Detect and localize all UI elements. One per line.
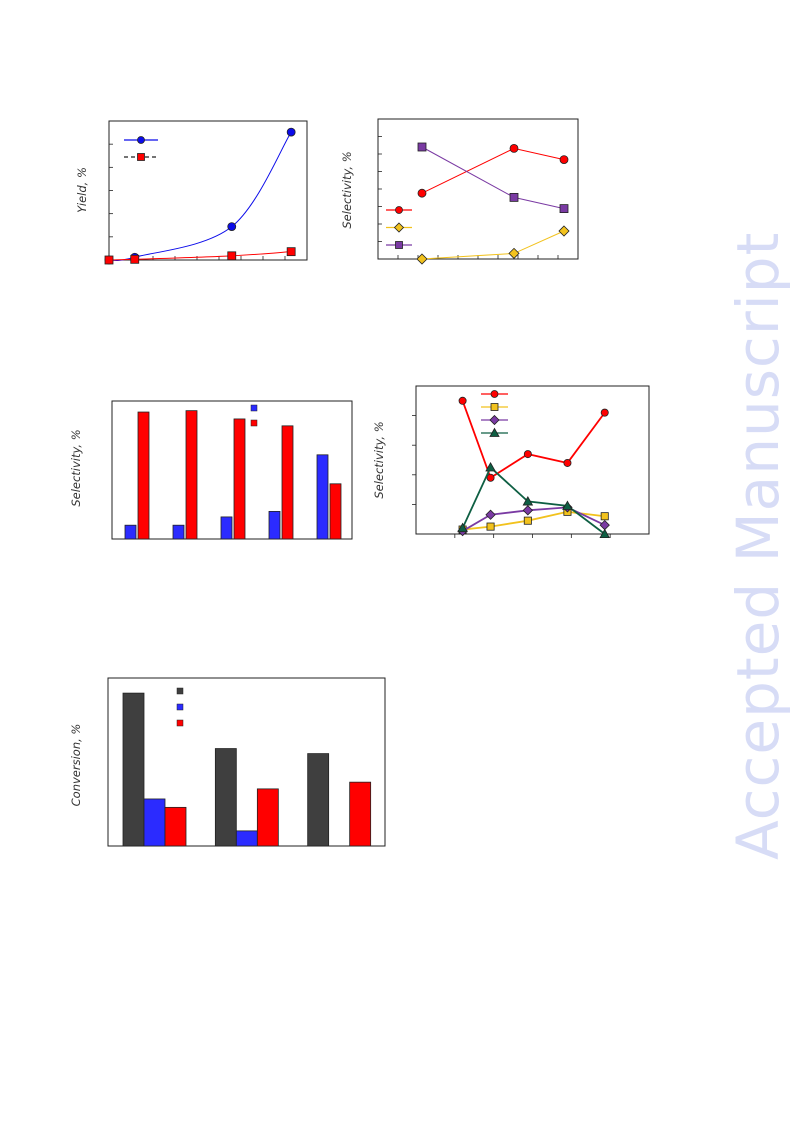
chart-1 (104, 120, 308, 265)
chart-4-series-0-line (461, 400, 606, 480)
chart-4-series-2-point-2 (522, 505, 534, 516)
chart-3-legend-0-swatch (250, 404, 258, 412)
chart-2-series-0-point-1 (509, 143, 519, 153)
chart-4-series-0-point-1 (486, 473, 495, 482)
chart-1-series-1-line (108, 251, 292, 261)
chart-1-ylabel: Yield, % (75, 167, 89, 213)
chart-1-legend-0-marker (137, 136, 145, 144)
chart-5-bar-s1-c1 (235, 830, 258, 847)
chart-2-series-2-point-2 (559, 204, 569, 214)
chart-3-legend-1-swatch (250, 419, 258, 427)
chart-1-series-1-point-2 (227, 251, 237, 261)
chart-3-bar-s1-c2 (233, 418, 246, 540)
chart-2-series-2-point-0 (417, 142, 427, 152)
chart-4-series-1-point-4 (600, 512, 609, 521)
chart-1-series-0-line (108, 131, 292, 262)
chart-1-legend-1-marker (137, 153, 145, 161)
chart-5-legend-1-swatch (176, 703, 184, 711)
chart-5-bar-s2-c0 (164, 806, 187, 847)
chart-2 (377, 118, 579, 265)
chart-3-bar-s0-c0 (124, 524, 137, 540)
charts-layer (104, 118, 650, 847)
chart-4-series-1-point-1 (486, 522, 495, 531)
chart-1-series-0-point-3 (286, 127, 296, 137)
chart-4-series-3-point-1 (485, 461, 496, 472)
watermark-text: Accepted Manuscript (724, 232, 792, 860)
chart-3-ylabel: Selectivity, % (69, 429, 83, 506)
chart-5-bar-s0-c0 (122, 692, 145, 847)
chart-2-series-2-line (421, 146, 565, 210)
chart-4-legend-3-marker (489, 427, 500, 437)
chart-3-bar-s1-c3 (281, 425, 294, 540)
chart-3-bar-s0-c2 (220, 516, 233, 540)
chart-3-bar-s0-c3 (268, 510, 281, 540)
chart-4-legend-2-marker (489, 414, 500, 426)
chart-3-bar-s1-c1 (185, 410, 198, 540)
chart-4-series-1-point-2 (523, 516, 532, 525)
chart-3-bar-s0-c1 (172, 524, 185, 540)
chart-3-bar-s1-c0 (137, 411, 150, 540)
chart-4-series-3-point-2 (522, 496, 534, 506)
chart-4-series-0-point-4 (600, 408, 609, 417)
chart-5-ylabel: Conversion, % (69, 724, 83, 807)
chart-4-series-3-point-0 (457, 522, 468, 533)
chart-2-ylabel: Selectivity, % (340, 151, 354, 228)
chart-4-series-3-point-4 (599, 528, 611, 538)
chart-5-bar-s1-c0 (143, 798, 166, 847)
chart-2-legend-1-marker (393, 222, 405, 233)
chart-4-series-2-point-1 (485, 509, 496, 520)
chart-4-legend-1-marker (490, 403, 499, 411)
chart-2-legend-2-marker (395, 241, 403, 249)
chart-2-series-1-line (421, 230, 565, 260)
chart-2-series-1-point-2 (558, 225, 570, 237)
chart-2-series-0-point-2 (559, 155, 569, 165)
chart-2-series-0-line (421, 147, 565, 194)
chart-4 (412, 385, 650, 538)
chart-4-legend-0-marker (490, 390, 499, 398)
chart-2-series-0-point-0 (417, 188, 427, 198)
chart-5-bar-s0-c1 (214, 748, 237, 847)
chart-1-series-1-point-0 (104, 255, 114, 265)
chart-3-bar-s0-c4 (316, 454, 329, 540)
chart-4-series-2-point-4 (599, 519, 610, 531)
chart-2-series-1-point-1 (508, 247, 520, 259)
chart-5-bar-s0-c2 (307, 753, 330, 847)
chart-1-series-1-point-3 (286, 247, 296, 257)
chart-4-series-0-point-2 (523, 450, 532, 459)
chart-4-ylabel: Selectivity, % (372, 421, 386, 498)
chart-3-bar-s1-c4 (329, 483, 342, 540)
chart-2-series-1-point-0 (416, 253, 428, 265)
chart-4-series-3-point-3 (562, 500, 573, 510)
chart-1-series-0-point-2 (227, 222, 237, 232)
chart-4-series-3-line (461, 465, 606, 535)
chart-5-bar-s2-c1 (256, 788, 279, 847)
chart-5-legend-2-swatch (176, 719, 184, 727)
chart-5-legend-0-swatch (176, 687, 184, 695)
chart-4-series-0-point-0 (458, 396, 467, 405)
chart-4-series-0-point-3 (563, 458, 572, 467)
chart-5 (107, 677, 386, 847)
chart-2-series-2-point-1 (509, 192, 519, 202)
chart-2-legend-0-marker (395, 206, 403, 214)
chart-3 (111, 400, 353, 540)
chart-1-series-1-point-1 (130, 254, 140, 264)
chart-4-frame (415, 385, 650, 535)
chart-5-bar-s2-c2 (349, 781, 372, 847)
